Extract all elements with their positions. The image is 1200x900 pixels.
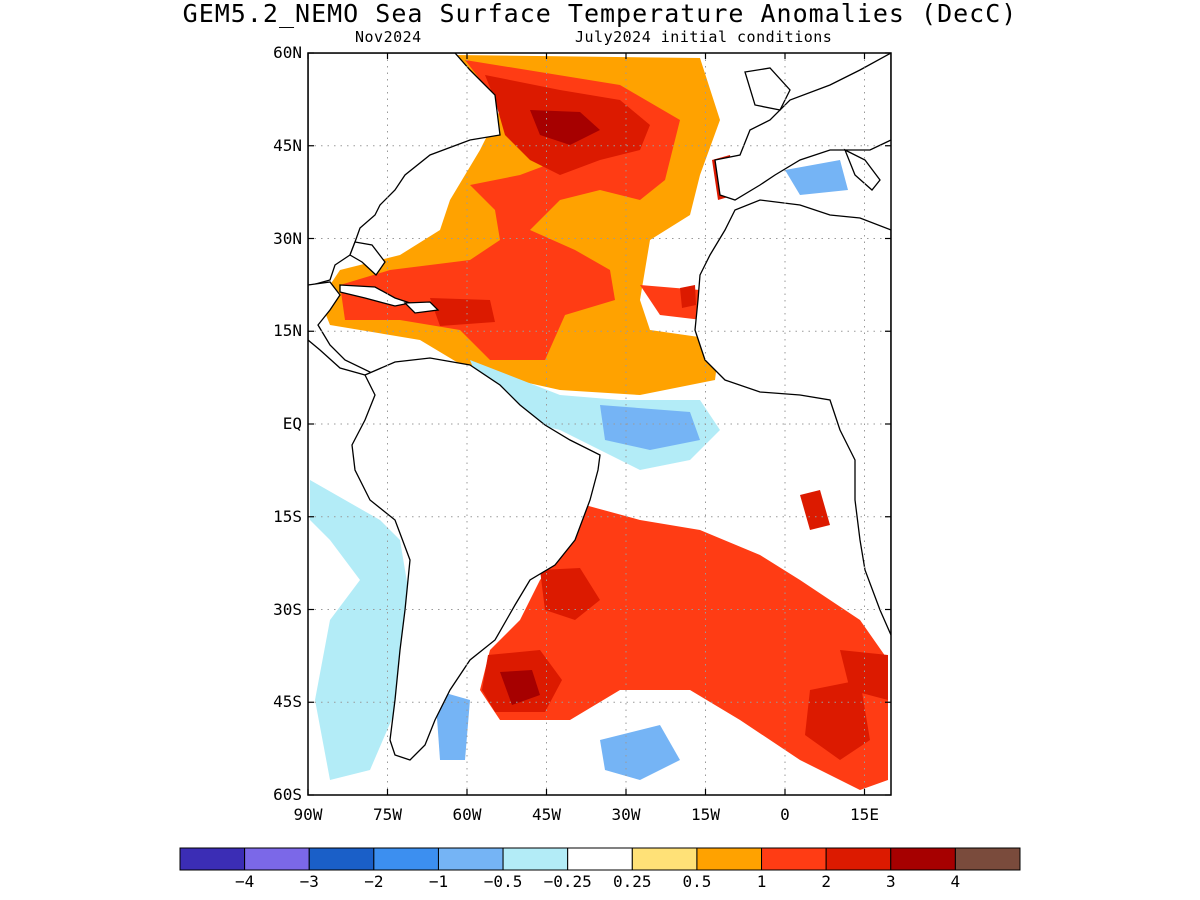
gulf-stream-extension-peak xyxy=(530,110,600,145)
lon-label-0: 0 xyxy=(780,805,790,824)
colorbar-tick-label: −1 xyxy=(428,872,449,891)
south-atlantic-east-warm xyxy=(800,490,830,530)
south-atlantic-east-warm xyxy=(805,680,870,760)
initial-conditions-label: July2024 initial conditions xyxy=(575,28,833,46)
lat-label-15n: 15N xyxy=(273,321,302,341)
lat-label-30n: 30N xyxy=(273,228,302,248)
canary-coast-warm xyxy=(680,285,696,308)
colorbar-tick-label: 2 xyxy=(821,872,831,891)
lat-label-45n: 45N xyxy=(273,135,302,155)
caribbean-warm xyxy=(430,298,495,326)
lat-label-60n: 60N xyxy=(273,43,302,62)
lon-label-45w: 45W xyxy=(532,805,561,824)
equatorial-atlantic-cool-core xyxy=(600,405,700,450)
lon-label-90w: 90W xyxy=(293,805,323,824)
mediterranean-cool xyxy=(785,160,848,195)
colorbar-tick-label: 3 xyxy=(885,872,896,891)
colorbar-tick-label: −2 xyxy=(364,872,384,891)
lon-label-15w: 15W xyxy=(691,805,720,824)
axis-ticks xyxy=(307,52,891,796)
hispaniola-island xyxy=(403,301,440,314)
lat-label-15s: 15S xyxy=(273,506,302,526)
lon-label-75w: 75W xyxy=(373,805,402,824)
colorbar-tick-label: −0.5 xyxy=(483,872,523,891)
map-title: GEM5.2_NEMO Sea Surface Temperature Anom… xyxy=(182,0,1018,28)
lat-label-45s: 45S xyxy=(273,692,302,712)
north-america-landmass xyxy=(308,53,501,286)
colorbar-tick-label: 0.5 xyxy=(682,872,712,891)
brazil-current-warm xyxy=(540,568,600,620)
africa-landmass xyxy=(694,199,891,636)
florida-landmass xyxy=(349,241,386,276)
lon-label-30w: 30W xyxy=(611,805,641,824)
lon-label-60w: 60W xyxy=(452,805,482,824)
lat-lon-grid xyxy=(308,53,891,795)
southern-ocean-cool xyxy=(435,690,470,760)
central-america-landmass xyxy=(308,281,381,381)
southern-ocean-cool xyxy=(600,725,680,780)
south-atlantic-east-warm xyxy=(840,650,888,700)
colorbar-tick-label: 1 xyxy=(756,872,767,891)
lat-label-60s: 60S xyxy=(273,785,302,804)
lat-label-30s: 30S xyxy=(273,599,302,619)
italy-peninsula xyxy=(843,148,881,191)
forecast-month: Nov2024 xyxy=(355,28,422,46)
cuba-island xyxy=(339,284,413,307)
colorbar-tick-label: −3 xyxy=(299,872,319,891)
colorbar-tick-label: 0.25 xyxy=(613,872,652,891)
colorbar-tick-label: 4 xyxy=(950,872,961,891)
colorbar-tick-label: −0.25 xyxy=(543,872,592,891)
lat-label-eq: EQ xyxy=(282,414,302,433)
lon-label-15e: 15E xyxy=(850,805,879,824)
argentine-basin-peak xyxy=(500,670,540,705)
colorbar-tick-label: −4 xyxy=(234,872,255,891)
south-american-coast-cool xyxy=(310,480,410,780)
land-masses xyxy=(308,53,891,761)
south-america-landmass xyxy=(351,357,601,761)
europe-landmass xyxy=(714,53,891,201)
